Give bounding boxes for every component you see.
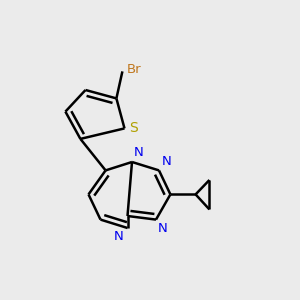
Text: N: N <box>158 222 167 235</box>
Text: N: N <box>134 146 143 159</box>
Text: Br: Br <box>127 63 142 76</box>
Text: N: N <box>161 155 171 168</box>
Text: N: N <box>114 230 124 243</box>
Text: S: S <box>129 122 138 135</box>
